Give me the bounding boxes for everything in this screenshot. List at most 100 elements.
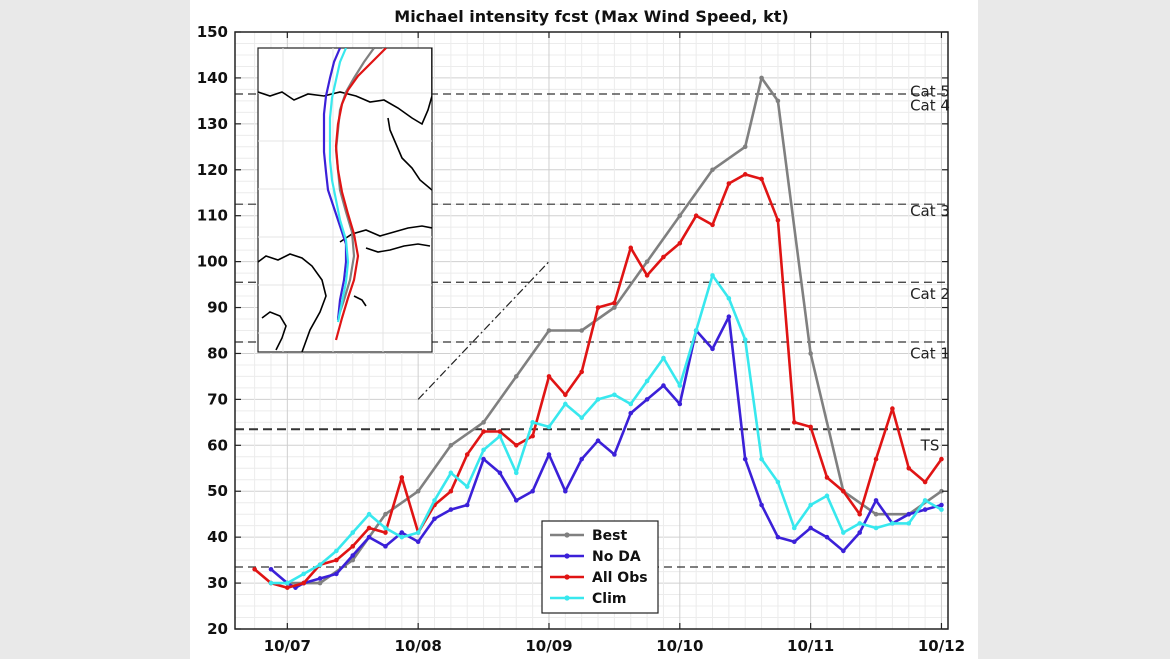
axis-ticks: 20 30 40 50 60 70 80 90 100 110 120 130 140 150 10/07 1…: [197, 23, 965, 655]
y-tick-label: 50: [207, 482, 228, 500]
data-point: [448, 507, 454, 512]
data-point: [939, 456, 944, 462]
data-point: [334, 571, 339, 577]
data-point: [693, 213, 699, 218]
data-point: [579, 369, 584, 375]
data-point: [644, 378, 650, 384]
y-tick-label: 30: [207, 574, 228, 592]
legend-entry: Clim: [550, 591, 626, 607]
data-point: [759, 456, 764, 462]
y-tick-label: 40: [207, 528, 228, 546]
threshold-label: Cat 3: [910, 202, 950, 220]
data-point: [726, 181, 732, 186]
y-tick-label: 140: [197, 69, 228, 87]
data-point: [677, 213, 683, 218]
data-point: [317, 580, 323, 586]
series-no-da: [268, 314, 944, 590]
data-point: [448, 488, 454, 494]
data-point: [775, 98, 781, 104]
plot-frame: [234, 31, 949, 630]
data-point: [873, 456, 879, 462]
data-point: [497, 433, 503, 439]
data-point: [791, 539, 797, 545]
data-point: [873, 511, 879, 517]
data-point: [317, 562, 323, 568]
data-point: [677, 383, 683, 388]
data-point: [595, 397, 601, 402]
data-point: [612, 452, 617, 457]
data-point: [922, 479, 928, 485]
data-point: [857, 511, 862, 517]
data-point: [464, 502, 470, 508]
y-tick-label: 80: [207, 344, 228, 362]
data-point: [644, 259, 650, 264]
data-point: [841, 530, 846, 535]
data-point: [742, 172, 748, 177]
data-point: [399, 530, 405, 535]
legend-entry: All Obs: [550, 570, 648, 586]
data-point: [366, 525, 372, 531]
data-point: [644, 273, 650, 278]
data-point: [481, 429, 486, 434]
data-point: [546, 374, 552, 379]
series-all-obs: [252, 172, 944, 590]
data-point: [710, 273, 715, 278]
data-point: [481, 456, 486, 462]
data-point: [906, 511, 912, 517]
data-point: [726, 314, 732, 320]
data-point: [612, 300, 617, 306]
data-point: [415, 539, 421, 545]
data-point: [448, 443, 454, 448]
data-point: [579, 415, 584, 421]
legend-label: All Obs: [592, 570, 648, 586]
data-point: [579, 328, 584, 333]
data-point: [383, 511, 388, 517]
data-point: [939, 488, 944, 494]
x-tick-label: 10/09: [525, 637, 572, 655]
data-point: [628, 410, 634, 416]
data-point: [301, 571, 306, 577]
data-point: [661, 383, 666, 388]
y-tick-label: 20: [207, 620, 228, 638]
data-point: [742, 337, 748, 342]
data-point: [759, 176, 764, 182]
data-point: [759, 502, 764, 508]
data-point: [334, 557, 339, 563]
data-point: [775, 479, 781, 485]
y-tick-label: 90: [207, 299, 228, 317]
data-point: [824, 534, 830, 540]
inset-coastline: [353, 295, 367, 307]
data-point: [922, 507, 928, 512]
data-point: [464, 484, 470, 489]
data-point: [890, 406, 895, 411]
legend-label: Best: [592, 528, 627, 544]
data-point: [628, 401, 634, 407]
data-point: [399, 534, 405, 540]
data-point: [546, 452, 552, 457]
data-point: [497, 429, 503, 434]
data-point: [415, 530, 421, 535]
x-tick-label: 10/08: [395, 637, 442, 655]
track-inset-map: [257, 47, 433, 353]
data-point: [464, 452, 470, 457]
data-point: [939, 502, 944, 508]
data-point: [791, 525, 797, 531]
data-point: [677, 240, 683, 246]
y-tick-label: 150: [197, 23, 228, 41]
data-point: [530, 488, 535, 494]
data-point: [530, 420, 535, 425]
data-point: [513, 470, 519, 476]
data-point: [710, 167, 715, 173]
data-point: [726, 296, 732, 301]
data-point: [563, 401, 568, 407]
y-tick-label: 130: [197, 115, 228, 133]
data-point: [857, 521, 862, 526]
y-tick-label: 60: [207, 436, 228, 454]
data-point: [383, 525, 388, 531]
data-point: [661, 254, 666, 260]
inset-coastline: [258, 48, 432, 126]
data-point: [775, 217, 781, 223]
data-point: [366, 534, 372, 540]
legend-entry: Best: [550, 528, 627, 544]
data-point: [857, 530, 862, 535]
